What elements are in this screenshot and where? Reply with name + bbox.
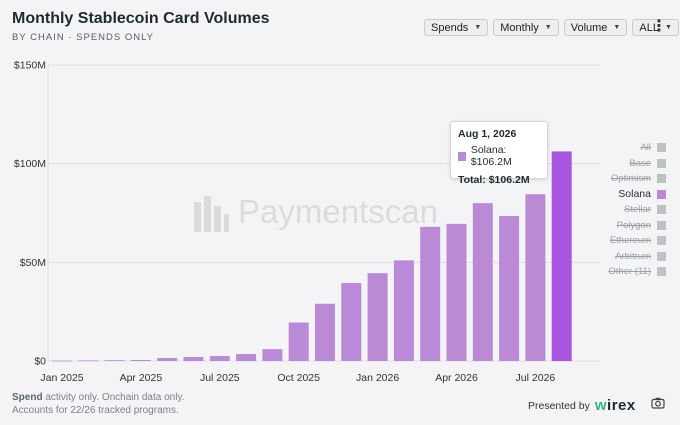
legend-swatch bbox=[657, 220, 666, 230]
x-tick-label: Oct 2025 bbox=[277, 372, 320, 384]
x-tick-label: Jan 2026 bbox=[356, 372, 399, 384]
legend-item-other-11[interactable]: Other (11) bbox=[596, 264, 666, 280]
legend-swatch bbox=[657, 158, 666, 168]
legend-item-polygon[interactable]: Polygon bbox=[596, 218, 666, 234]
tooltip-total: Total: $106.2M bbox=[458, 174, 530, 186]
y-tick-label: $150M bbox=[14, 60, 46, 72]
watermark-text: Paymentscan bbox=[238, 193, 438, 230]
legend-swatch bbox=[657, 205, 666, 215]
range-dropdown-label: ALL bbox=[639, 21, 659, 34]
legend-item-arbitrum[interactable]: Arbitrum bbox=[596, 249, 666, 265]
range-dropdown[interactable]: ALL ▼ bbox=[632, 19, 679, 36]
bar-sep-2025[interactable] bbox=[262, 349, 283, 361]
bar-dec-2025[interactable] bbox=[341, 283, 362, 361]
legend-item-label: Optimism bbox=[610, 173, 651, 185]
bar-nov-2025[interactable] bbox=[315, 303, 335, 361]
legend-item-solana[interactable]: Solana bbox=[596, 187, 666, 203]
chevron-down-icon: ▼ bbox=[544, 24, 552, 31]
watermark: Paymentscan bbox=[192, 192, 438, 232]
legend-item-label: Stellar bbox=[624, 204, 651, 216]
legend-item-label: Other (11) bbox=[608, 266, 651, 278]
legend-item-label: Base bbox=[629, 157, 651, 169]
x-tick-label: Jul 2026 bbox=[516, 372, 556, 384]
wirex-logo-w: w bbox=[594, 397, 608, 414]
metric-dropdown-label: Volume bbox=[570, 21, 608, 34]
legend-swatch bbox=[657, 267, 666, 277]
bar-may-2025[interactable] bbox=[157, 358, 178, 361]
bar-oct-2025[interactable] bbox=[288, 322, 309, 361]
tooltip-series-row: Solana: $106.2M bbox=[458, 144, 540, 168]
legend-item-ethereum[interactable]: Ethereum bbox=[596, 233, 666, 249]
y-tick-label: $50M bbox=[20, 257, 46, 269]
interval-dropdown-label: Monthly bbox=[500, 21, 539, 34]
footnote-line-1: Spend activity only. Onchain data only. bbox=[12, 392, 185, 405]
legend-item-label: Solana bbox=[618, 188, 651, 201]
bar-apr-2025[interactable] bbox=[130, 360, 151, 361]
camera-icon[interactable] bbox=[651, 397, 665, 409]
legend-item-label: Ethereum bbox=[609, 235, 651, 247]
footnote-bold: Spend bbox=[12, 392, 43, 403]
type-dropdown[interactable]: Spends ▼ bbox=[424, 19, 489, 36]
presented-by: Presented by wirex bbox=[528, 397, 636, 414]
metric-dropdown[interactable]: Volume ▼ bbox=[563, 19, 628, 36]
footnote: Spend activity only. Onchain data only. … bbox=[12, 392, 185, 417]
tooltip-date: Aug 1, 2026 bbox=[458, 128, 517, 140]
bar-apr-2026[interactable] bbox=[446, 223, 467, 361]
footnote-line-2: Accounts for 22/26 tracked programs. bbox=[12, 404, 179, 416]
tooltip-series-swatch bbox=[458, 151, 466, 161]
bar-jan-2025[interactable] bbox=[52, 360, 72, 362]
chart-legend: All Base Optimism Solana Stellar Polygon Ether… bbox=[596, 140, 666, 280]
bar-mar-2026[interactable] bbox=[420, 226, 441, 361]
legend-swatch bbox=[657, 189, 666, 199]
legend-item-label: Polygon bbox=[616, 219, 651, 231]
type-dropdown-label: Spends bbox=[431, 21, 469, 34]
bar-mar-2025[interactable] bbox=[104, 360, 125, 362]
bar-aug-2025[interactable] bbox=[236, 354, 257, 361]
chevron-down-icon: ▼ bbox=[613, 24, 621, 31]
bar-aug-2026[interactable] bbox=[551, 151, 572, 361]
chart-tooltip: Aug 1, 2026 Solana: $106.2M Total: $106.… bbox=[450, 121, 548, 186]
chevron-down-icon: ▼ bbox=[474, 24, 482, 31]
bar-jun-2025[interactable] bbox=[183, 357, 204, 361]
wirex-logo[interactable]: wirex bbox=[595, 397, 636, 414]
legend-swatch bbox=[657, 236, 666, 246]
chart-title: Monthly Stablecoin Card Volumes bbox=[12, 10, 270, 27]
tooltip-series-value: Solana: $106.2M bbox=[470, 144, 512, 168]
legend-item-base[interactable]: Base bbox=[596, 156, 666, 172]
bar-feb-2025[interactable] bbox=[78, 360, 99, 362]
y-tick-label: $0 bbox=[34, 356, 46, 368]
legend-item-label: Arbitrum bbox=[615, 250, 651, 262]
legend-item-optimism[interactable]: Optimism bbox=[596, 171, 666, 187]
wirex-logo-rest: irex bbox=[607, 397, 636, 414]
interval-dropdown[interactable]: Monthly ▼ bbox=[493, 19, 559, 36]
x-tick-label: Apr 2026 bbox=[435, 372, 478, 384]
legend-swatch bbox=[657, 143, 666, 153]
chart-subtitle: BY CHAIN · SPENDS ONLY bbox=[12, 32, 155, 43]
bar-jul-2026[interactable] bbox=[525, 194, 546, 361]
bar-jun-2026[interactable] bbox=[499, 215, 520, 361]
legend-swatch bbox=[657, 251, 666, 261]
legend-item-stellar[interactable]: Stellar bbox=[596, 202, 666, 218]
y-tick-label: $100M bbox=[14, 158, 46, 170]
bar-jan-2026[interactable] bbox=[367, 273, 388, 361]
footnote-rest: activity only. Onchain data only. bbox=[42, 392, 185, 403]
x-tick-label: Jul 2025 bbox=[200, 372, 240, 384]
bar-may-2026[interactable] bbox=[472, 203, 493, 361]
x-tick-label: Apr 2025 bbox=[120, 372, 163, 384]
legend-swatch bbox=[657, 174, 666, 184]
chevron-down-icon: ▼ bbox=[664, 24, 672, 31]
legend-item-label: All bbox=[640, 142, 651, 154]
bar-jul-2025[interactable] bbox=[209, 356, 230, 361]
bar-feb-2026[interactable] bbox=[393, 260, 414, 361]
legend-item-all[interactable]: All bbox=[596, 140, 666, 156]
presented-by-label: Presented by bbox=[528, 399, 590, 412]
x-tick-label: Jan 2025 bbox=[40, 372, 83, 384]
controls-bar: Spends ▼ Monthly ▼ Volume ▼ ALL ▼ bbox=[424, 19, 679, 36]
paymentscan-logo bbox=[194, 196, 229, 232]
vertical-dots-icon[interactable]: ⋮ bbox=[651, 18, 667, 35]
